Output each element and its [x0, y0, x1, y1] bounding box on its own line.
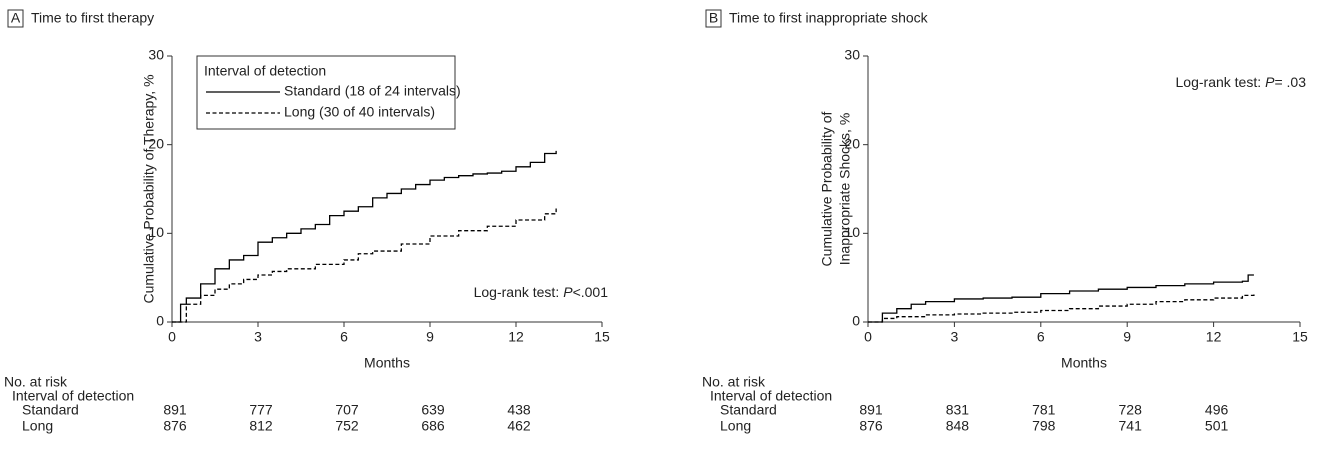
x-tick-label: 3 — [254, 329, 262, 345]
annotation-p-value: = .03 — [1274, 74, 1306, 90]
risk-count: 848 — [946, 418, 970, 434]
risk-count: 707 — [335, 402, 359, 418]
log-rank-annotation: Log-rank test: P= .03 — [1176, 74, 1307, 90]
risk-count: 752 — [335, 418, 359, 434]
y-tick-label: 30 — [844, 47, 860, 63]
risk-count: 876 — [859, 418, 883, 434]
risk-table-title: No. at risk — [702, 374, 766, 390]
x-tick-label: 3 — [951, 329, 959, 345]
km-curve — [868, 274, 1254, 323]
panel-label: A — [11, 10, 21, 26]
panel-title: Time to first therapy — [31, 10, 154, 26]
legend-box — [196, 55, 456, 130]
risk-table-title: No. at risk — [4, 374, 68, 390]
x-axis-label: Months — [1061, 355, 1107, 371]
x-tick-label: 6 — [340, 329, 348, 345]
annotation-p: P — [563, 284, 573, 300]
y-tick-label: 10 — [844, 224, 860, 240]
x-tick-label: 9 — [1123, 329, 1131, 345]
y-tick-label: 0 — [852, 313, 860, 329]
y-axis-label: Inappropriate Shocks, % — [837, 113, 853, 266]
risk-count: 728 — [1119, 402, 1143, 418]
x-tick-label: 9 — [426, 329, 434, 345]
annotation-text: Log-rank test: — [474, 284, 560, 300]
legend-label: Long (30 of 40 intervals) — [284, 104, 435, 120]
x-tick-label: 0 — [168, 329, 176, 345]
risk-count: 831 — [946, 402, 970, 418]
risk-count: 812 — [249, 418, 273, 434]
panel-label-box — [705, 9, 722, 28]
km-curve — [172, 208, 557, 323]
y-tick-label: 10 — [148, 224, 164, 240]
y-axis-label: Cumulative Probability of — [819, 111, 835, 266]
x-tick-label: 12 — [1206, 329, 1222, 345]
x-tick-label: 6 — [1037, 329, 1045, 345]
risk-count: 686 — [421, 418, 445, 434]
risk-count: 639 — [421, 402, 445, 418]
risk-count: 741 — [1119, 418, 1143, 434]
risk-count: 891 — [859, 402, 883, 418]
panel-label-box — [7, 9, 24, 28]
y-tick-label: 30 — [148, 47, 164, 63]
risk-row-label: Long — [720, 418, 751, 434]
annotation-text: Log-rank test: — [1176, 74, 1262, 90]
panel-title: Time to first inappropriate shock — [729, 10, 929, 26]
x-tick-label: 15 — [1292, 329, 1308, 345]
km-curve — [868, 294, 1255, 323]
x-axis-label: Months — [364, 355, 410, 371]
risk-count: 891 — [163, 402, 187, 418]
risk-count: 438 — [507, 402, 531, 418]
risk-count: 462 — [507, 418, 531, 434]
km-curve — [172, 150, 557, 323]
y-tick-label: 0 — [156, 313, 164, 329]
risk-count: 876 — [163, 418, 187, 434]
panel-label: B — [709, 10, 718, 26]
x-tick-label: 0 — [864, 329, 872, 345]
risk-table-group: Interval of detection — [710, 388, 832, 404]
risk-count: 777 — [249, 402, 273, 418]
annotation-p: P — [1265, 74, 1275, 90]
log-rank-annotation: Log-rank test: P<.001 — [474, 284, 609, 300]
y-tick-label: 20 — [148, 135, 164, 151]
risk-count: 798 — [1032, 418, 1056, 434]
x-tick-label: 15 — [594, 329, 610, 345]
risk-table-group: Interval of detection — [12, 388, 134, 404]
y-axis-label: Cumulative Probability of Therapy, % — [141, 74, 157, 303]
risk-row-label: Standard — [22, 402, 79, 418]
legend-label: Standard (18 of 24 intervals) — [284, 83, 461, 99]
risk-row-label: Standard — [720, 402, 777, 418]
x-tick-label: 12 — [508, 329, 524, 345]
y-tick-label: 20 — [844, 135, 860, 151]
risk-count: 781 — [1032, 402, 1056, 418]
risk-count: 501 — [1205, 418, 1229, 434]
legend-title: Interval of detection — [204, 63, 326, 79]
risk-count: 496 — [1205, 402, 1229, 418]
annotation-p-value: <.001 — [573, 284, 609, 300]
risk-row-label: Long — [22, 418, 53, 434]
